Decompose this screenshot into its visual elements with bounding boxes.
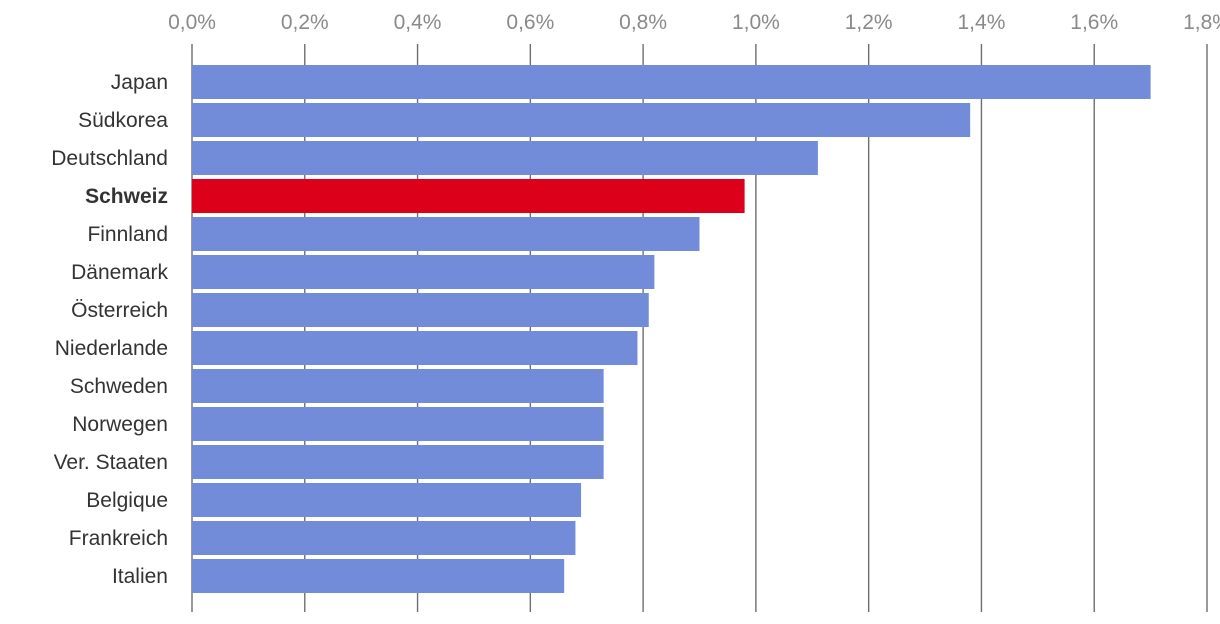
bar-niederlande: [192, 331, 638, 365]
category-label-oesterreich: Österreich: [71, 299, 168, 322]
x-tick-label-2: 0,4%: [394, 11, 442, 34]
category-label-schweden: Schweden: [70, 375, 168, 398]
bar-belgique: [192, 483, 582, 517]
x-tick-label-7: 1,4%: [958, 11, 1006, 34]
x-tick-label-5: 1,0%: [732, 11, 780, 34]
category-label-suedkorea: Südkorea: [78, 109, 168, 132]
x-tick-label-6: 1,2%: [845, 11, 893, 34]
category-label-norwegen: Norwegen: [72, 413, 168, 436]
x-tick-label-0: 0,0%: [168, 11, 216, 34]
bar-schweden: [192, 369, 604, 403]
bar-japan: [192, 65, 1151, 99]
category-label-frankreich: Frankreich: [69, 527, 168, 550]
category-label-deutschland: Deutschland: [51, 147, 168, 170]
x-tick-label-4: 0,8%: [619, 11, 667, 34]
category-label-niederlande: Niederlande: [55, 337, 168, 360]
category-label-daenemark: Dänemark: [71, 261, 168, 284]
category-label-finnland: Finnland: [87, 223, 168, 246]
bar-ver-staaten: [192, 445, 604, 479]
category-label-italien: Italien: [112, 565, 168, 588]
x-tick-label-1: 0,2%: [281, 11, 329, 34]
x-axis-ticks: 0,0% 0,2% 0,4% 0,6% 0,8% 1,0% 1,2% 1,4% 1,6% 1,8%: [168, 11, 1220, 34]
category-labels: Japan Südkorea Deutschland Schweiz Finnland D…: [51, 71, 168, 588]
x-tick-label-3: 0,6%: [506, 11, 554, 34]
bar-italien: [192, 559, 565, 593]
bar-finnland: [192, 217, 700, 251]
bar-frankreich: [192, 521, 576, 555]
category-label-belgique: Belgique: [86, 489, 168, 512]
bar-schweiz: [192, 179, 745, 213]
x-tick-label-9: 1,8%: [1183, 11, 1220, 34]
bar-oesterreich: [192, 293, 649, 327]
bar-suedkorea: [192, 103, 971, 137]
category-label-japan: Japan: [111, 71, 168, 94]
bar-norwegen: [192, 407, 604, 441]
category-label-schweiz: Schweiz: [85, 185, 168, 208]
bar-deutschland: [192, 141, 818, 175]
x-tick-label-8: 1,6%: [1070, 11, 1118, 34]
category-label-ver-staaten: Ver. Staaten: [54, 451, 168, 474]
gridlines: [191, 44, 1208, 612]
bars: [192, 65, 1151, 593]
bar-daenemark: [192, 255, 655, 289]
